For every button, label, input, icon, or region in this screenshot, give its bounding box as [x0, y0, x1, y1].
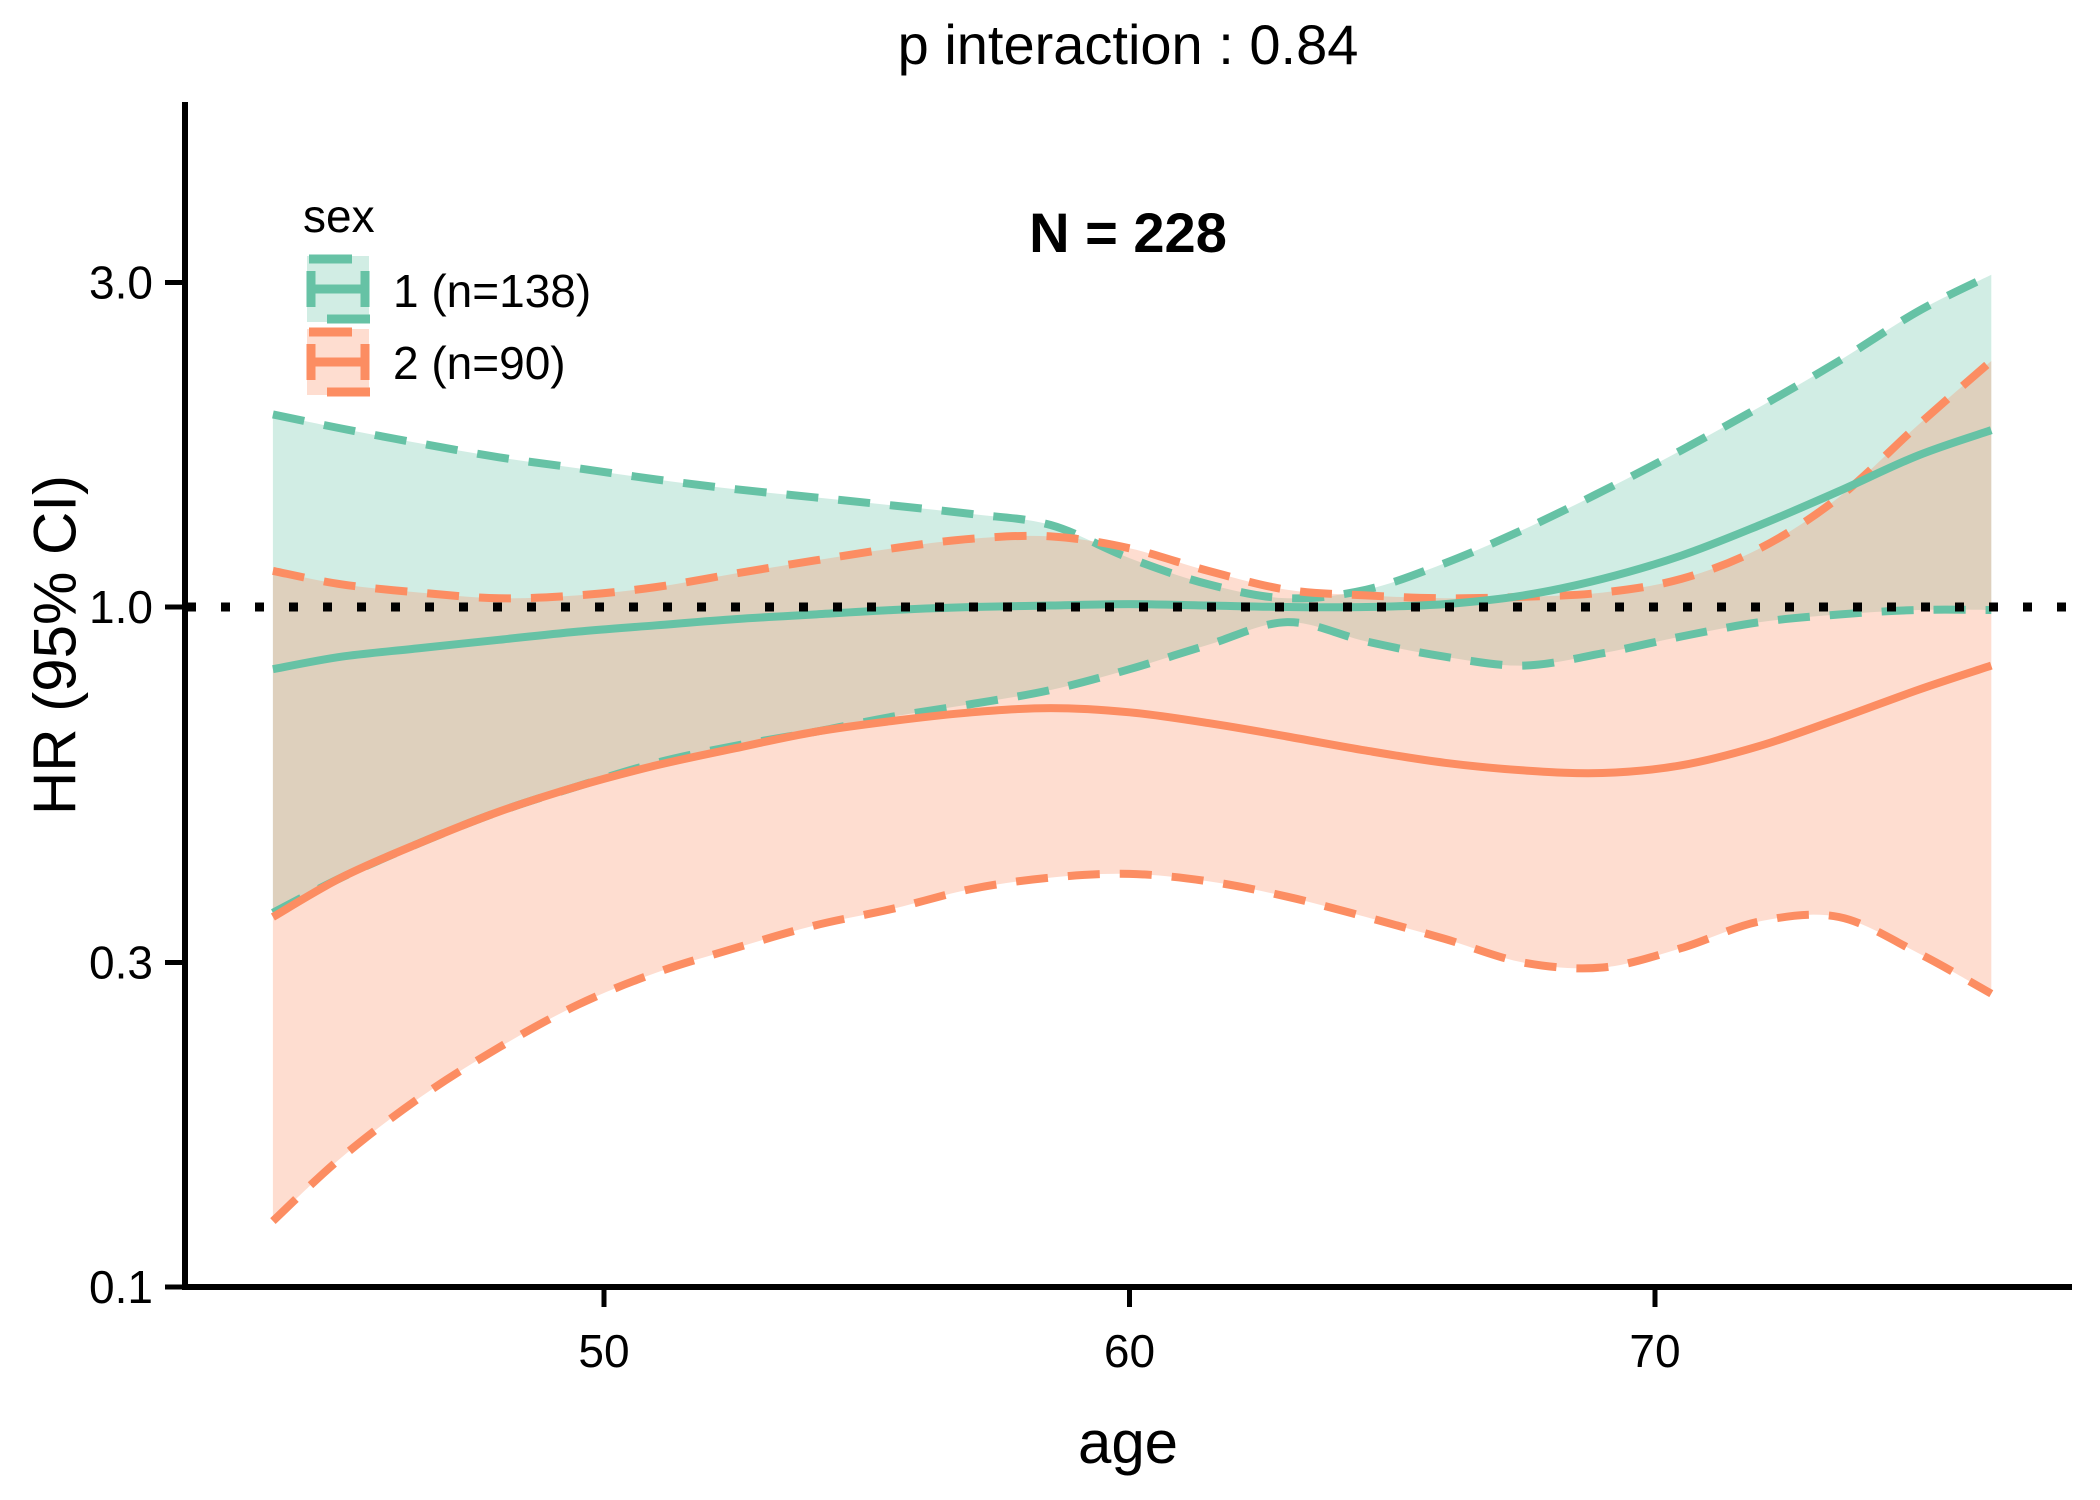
- legend-item-label-sex2: 2 (n=90): [393, 337, 566, 389]
- y-tick-label: 0.1: [89, 1261, 153, 1313]
- fit-line-sex1: [272, 426, 1993, 674]
- x-tick-label: 60: [1104, 1325, 1155, 1377]
- x-tick-label: 50: [578, 1325, 629, 1377]
- sample-size-annotation: N = 228: [1029, 201, 1227, 264]
- plot-title: p interaction : 0.84: [897, 13, 1359, 76]
- ci-lower-line-sex1: [271, 605, 1992, 917]
- y-tick-label: 0.3: [89, 937, 153, 989]
- fit-line-sex2: [270, 661, 1993, 921]
- x-tick-label: 70: [1629, 1325, 1680, 1377]
- y-tick-label: 1.0: [89, 581, 153, 633]
- ci-lower-line-sex2: [270, 869, 1994, 1225]
- ci-ribbon-sex1: [272, 274, 1992, 913]
- y-tick-label: 3.0: [89, 257, 153, 309]
- ci-upper-line-sex1: [272, 271, 1994, 603]
- legend-title: sex: [303, 190, 375, 242]
- legend-item-label-sex1: 1 (n=138): [393, 265, 592, 317]
- ci-ribbon-sex2: [272, 361, 1992, 1222]
- ci-upper-line-sex2: [272, 357, 1994, 603]
- y-axis-label: HR (95% CI): [21, 474, 89, 816]
- x-axis-label: age: [1077, 1409, 1179, 1476]
